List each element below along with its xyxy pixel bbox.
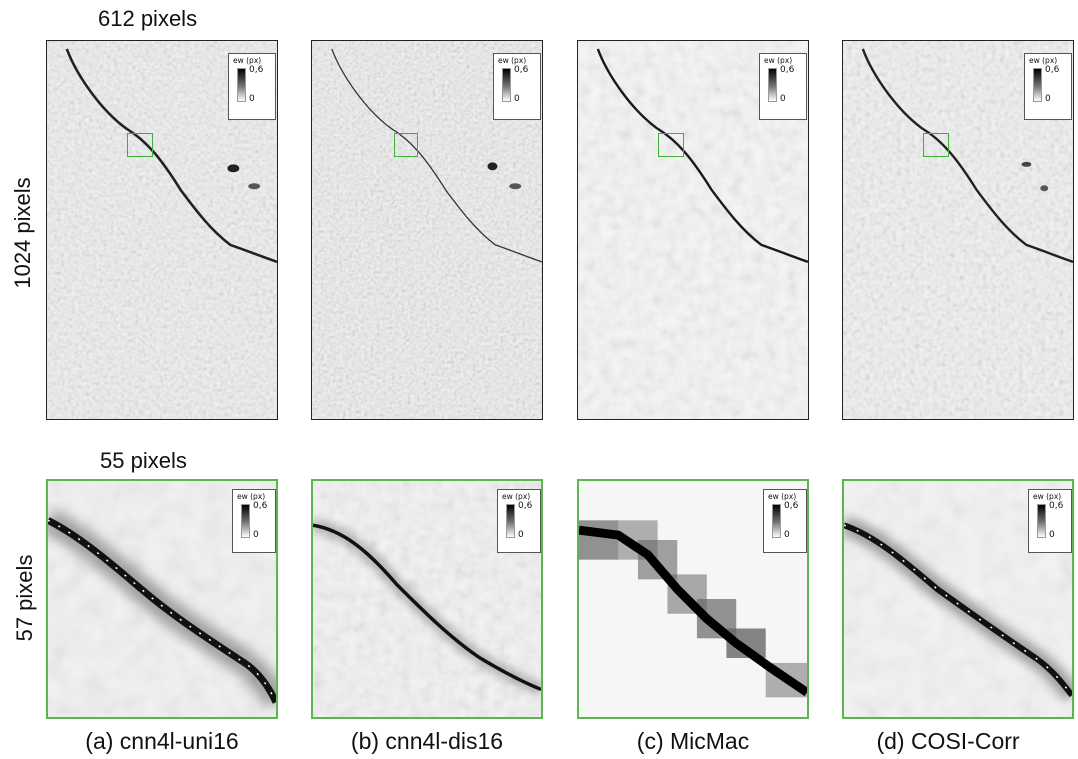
- legend-min: 0: [253, 530, 259, 540]
- legend-gradient: [772, 504, 781, 538]
- legend-min: 0: [780, 94, 786, 104]
- colorbar-legend: ew (px) 0,6 0: [1024, 53, 1072, 120]
- legend-title: ew (px): [1033, 492, 1062, 501]
- legend-title: ew (px): [237, 492, 266, 501]
- zoom-panel-d: ew (px) 0,6 0: [842, 479, 1074, 719]
- legend-max: 0,6: [518, 501, 533, 511]
- top-height-label: 1024 pixels: [10, 177, 35, 289]
- overview-panel-a: ew (px) 0,6 0: [46, 40, 278, 420]
- legend-title: ew (px): [1029, 56, 1058, 65]
- zoom-region-box: [127, 133, 153, 157]
- legend-max: 0,6: [780, 65, 795, 75]
- zoom-region-box: [923, 133, 949, 157]
- top-width-label: 612 pixels: [98, 6, 198, 31]
- legend-gradient: [241, 504, 250, 538]
- legend-min: 0: [518, 530, 524, 540]
- legend-min: 0: [784, 530, 790, 540]
- legend-min: 0: [1049, 530, 1055, 540]
- legend-max: 0,6: [1045, 65, 1060, 75]
- colorbar-legend: ew (px) 0,6 0: [497, 489, 541, 553]
- legend-max: 0,6: [249, 65, 264, 75]
- colorbar-legend: ew (px) 0,6 0: [759, 53, 807, 120]
- caption-c: (c) MicMac: [636, 728, 750, 754]
- zoom-panel-b: ew (px) 0,6 0: [311, 479, 543, 719]
- colorbar-legend: ew (px) 0,6 0: [1028, 489, 1072, 553]
- caption-a: (a) cnn4l-uni16: [85, 728, 239, 754]
- overview-panel-c: ew (px) 0,6 0: [577, 40, 809, 420]
- legend-gradient: [1033, 68, 1042, 102]
- colorbar-legend: ew (px) 0,6 0: [232, 489, 276, 553]
- colorbar-legend: ew (px) 0,6 0: [493, 53, 541, 120]
- caption-d: (d) COSI-Corr: [876, 728, 1020, 754]
- legend-max: 0,6: [1049, 501, 1064, 511]
- legend-min: 0: [514, 94, 520, 104]
- legend-gradient: [502, 68, 511, 102]
- legend-title: ew (px): [233, 56, 262, 65]
- legend-max: 0,6: [514, 65, 529, 75]
- caption-b: (b) cnn4l-dis16: [350, 728, 504, 754]
- zoom-panel-c: ew (px) 0,6 0: [577, 479, 809, 719]
- legend-gradient: [1037, 504, 1046, 538]
- legend-min: 0: [249, 94, 255, 104]
- zoom-width-label: 55 pixels: [100, 448, 187, 473]
- legend-gradient: [506, 504, 515, 538]
- legend-gradient: [237, 68, 246, 102]
- legend-min: 0: [1045, 94, 1051, 104]
- zoom-panel-a: ew (px) 0,6 0: [46, 479, 278, 719]
- overview-panel-b: ew (px) 0,6 0: [311, 40, 543, 420]
- zoom-height-label: 57 pixels: [12, 554, 37, 642]
- colorbar-legend: ew (px) 0,6 0: [763, 489, 807, 553]
- legend-max: 0,6: [253, 501, 268, 511]
- legend-title: ew (px): [502, 492, 531, 501]
- legend-title: ew (px): [498, 56, 527, 65]
- legend-title: ew (px): [764, 56, 793, 65]
- legend-title: ew (px): [768, 492, 797, 501]
- legend-max: 0,6: [784, 501, 799, 511]
- overview-panel-d: ew (px) 0,6 0: [842, 40, 1074, 420]
- zoom-region-box: [658, 133, 684, 157]
- legend-gradient: [768, 68, 777, 102]
- colorbar-legend: ew (px) 0,6 0: [228, 53, 276, 120]
- zoom-region-box: [394, 133, 418, 157]
